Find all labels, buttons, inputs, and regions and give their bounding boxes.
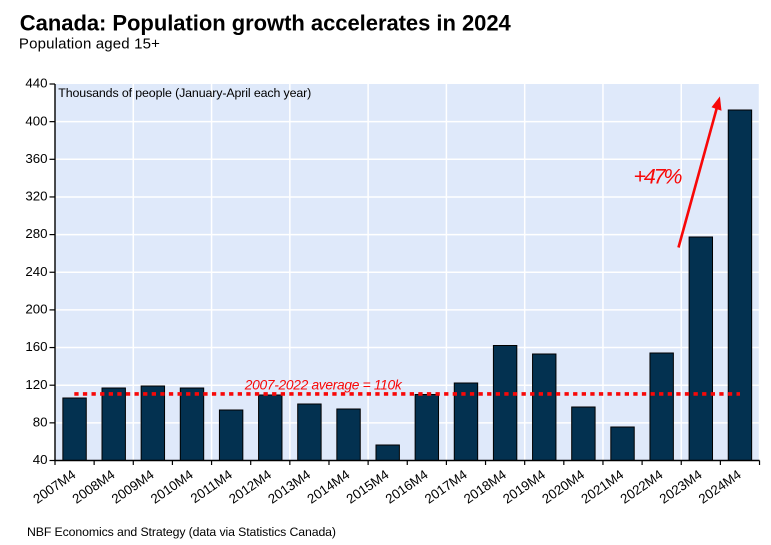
svg-text:240: 240 — [25, 264, 47, 279]
svg-text:400: 400 — [25, 113, 47, 128]
svg-text:Thousands of people (January-A: Thousands of people (January-April each … — [58, 86, 311, 100]
svg-text:120: 120 — [25, 377, 47, 392]
svg-text:160: 160 — [25, 339, 47, 354]
svg-text:320: 320 — [25, 189, 47, 204]
svg-text:Population aged 15+: Population aged 15+ — [19, 36, 160, 53]
svg-text:Canada: Population growth acce: Canada: Population growth accelerates in… — [20, 10, 512, 35]
svg-text:280: 280 — [25, 226, 47, 241]
svg-text:NBF Economics and Strategy (da: NBF Economics and Strategy (data via Sta… — [27, 525, 336, 539]
svg-text:440: 440 — [25, 76, 47, 91]
svg-text:200: 200 — [25, 302, 47, 317]
svg-text:360: 360 — [25, 151, 47, 166]
svg-text:2007-2022 average = 110k: 2007-2022 average = 110k — [244, 377, 403, 392]
svg-text:80: 80 — [33, 414, 48, 429]
svg-text:+47%: +47% — [634, 165, 683, 189]
svg-text:40: 40 — [33, 452, 48, 467]
